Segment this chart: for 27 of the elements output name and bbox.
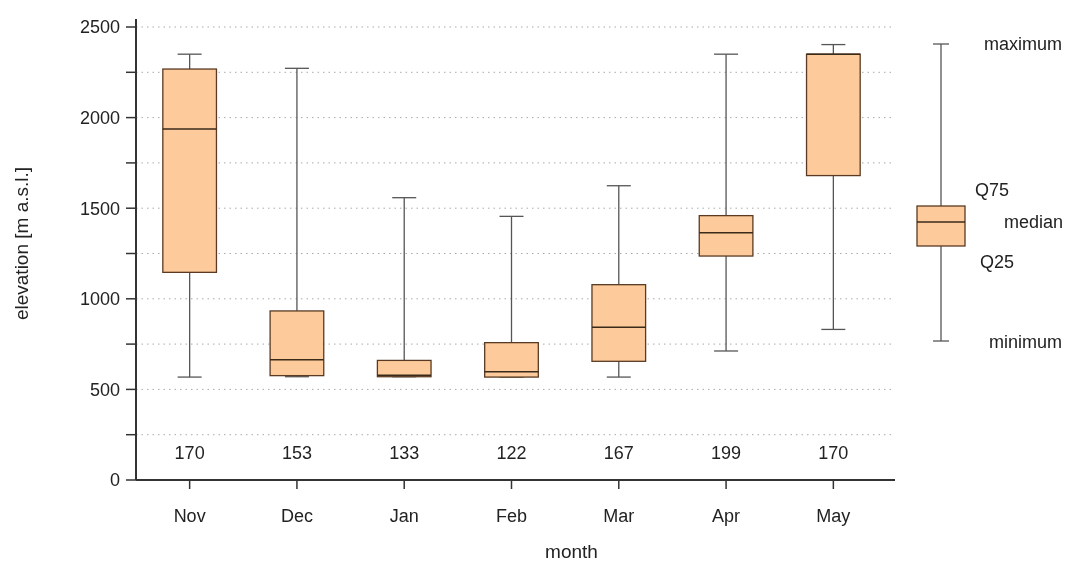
annotation: 133: [389, 443, 420, 464]
annotation: 122: [496, 443, 527, 464]
x-tick-label: Mar: [603, 506, 635, 526]
y-axis-title: elevation [m a.s.l.]: [11, 166, 32, 321]
text: Q25: [980, 252, 1015, 272]
y-tick-label: 500: [89, 379, 120, 400]
y-tick-label: 0: [109, 470, 120, 491]
x-tick-label: Feb: [495, 506, 528, 526]
y-tick-label: 2000: [79, 107, 120, 128]
x-tick-label: Jan: [389, 506, 419, 526]
x-tick-label: Dec: [280, 506, 313, 526]
annotation: 170: [174, 443, 205, 464]
x-tick-label: Nov: [173, 506, 206, 526]
annotation: 199: [711, 443, 742, 464]
x-axis-title: month: [545, 541, 598, 562]
annotation: 167: [603, 443, 634, 464]
y-tick-label: 1000: [79, 289, 120, 310]
x-tick-label: May: [816, 506, 851, 526]
annotation: 170: [818, 443, 849, 464]
y-tick-label: 1500: [79, 198, 120, 219]
text: median: [1003, 212, 1063, 232]
annotation: 153: [281, 443, 312, 464]
y-tick-label: 2500: [79, 17, 120, 38]
text: minimum: [988, 332, 1062, 352]
text: maximum: [983, 34, 1062, 54]
x-tick-label: Apr: [712, 506, 741, 526]
text: Q75: [975, 180, 1010, 200]
